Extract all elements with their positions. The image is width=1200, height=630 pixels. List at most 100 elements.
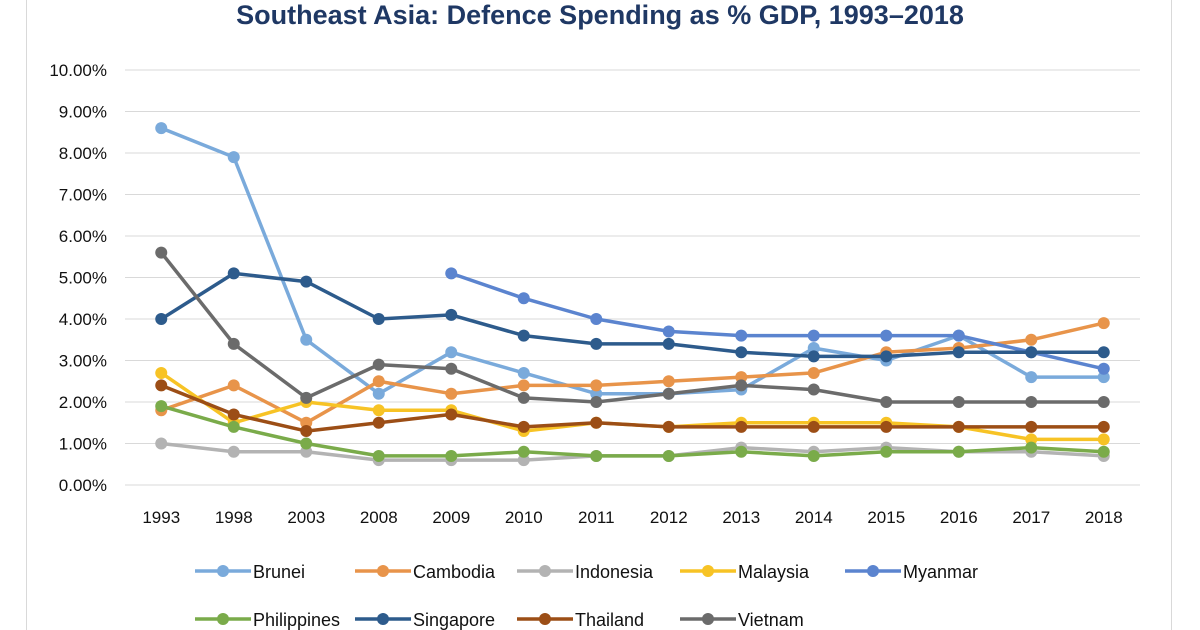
data-point [517,391,530,404]
x-tick-label: 2009 [432,508,470,527]
series-brunei [155,122,1110,400]
data-point [372,449,385,462]
data-point [1097,433,1110,446]
legend-label: Thailand [575,610,644,630]
data-point [590,416,603,429]
y-tick-label: 1.00% [59,435,107,454]
x-tick-label: 2016 [940,508,978,527]
data-point [590,387,603,400]
x-tick-label: 1993 [142,508,180,527]
data-point [517,454,530,467]
data-point [662,387,675,400]
data-point [735,329,748,342]
legend-item: Thailand [517,610,644,630]
y-tick-label: 10.00% [49,61,107,80]
legend-item: Myanmar [845,562,978,582]
x-tick-label: 1998 [215,508,253,527]
data-point [445,449,458,462]
grid-lines [125,69,1140,486]
data-point [300,333,313,346]
series-line [159,271,1106,359]
data-point [227,420,240,433]
data-point [155,122,168,135]
series-vietnam [155,246,1110,408]
data-point [807,383,820,396]
data-point [300,391,313,404]
series-line [449,271,1106,371]
data-point [372,404,385,417]
data-point [1025,333,1038,346]
series-singapore [155,267,1110,363]
legend-label: Myanmar [903,562,978,582]
series-line [159,383,1106,433]
y-axis-tick-labels: 0.00% 1.00% 2.00% 3.00% 4.00% 5.00% 6.00% 7.00%… [49,61,107,495]
y-tick-label: 3.00% [59,352,107,371]
data-point [590,396,603,408]
y-tick-label: 2.00% [59,393,107,412]
legend-marker [702,565,714,577]
data-point [517,445,530,458]
series-line [159,321,1106,425]
data-point [590,379,603,392]
legend-label: Vietnam [738,610,804,630]
legend-item: Indonesia [517,562,654,582]
data-point [880,329,893,342]
data-point [372,416,385,429]
legend-marker [539,565,551,577]
data-point [880,396,893,408]
legend-label: Philippines [253,610,340,630]
legend-marker [539,613,551,625]
data-point [155,366,168,379]
data-point [300,425,313,438]
data-point [952,329,965,342]
data-point [662,337,675,350]
data-point [517,420,530,433]
x-tick-label: 2018 [1085,508,1123,527]
data-point [1097,317,1110,330]
y-tick-label: 6.00% [59,227,107,246]
data-point [735,379,748,392]
x-tick-label: 2003 [287,508,325,527]
data-point [952,396,965,408]
legend: Brunei Cambodia Indonesia Malaysia Myanmar Ph… [195,562,978,630]
data-point [517,379,530,392]
y-tick-label: 0.00% [59,476,107,495]
data-point [1097,346,1110,359]
legend-item: Singapore [355,610,495,630]
y-tick-label: 8.00% [59,144,107,163]
legend-marker [377,565,389,577]
x-tick-label: 2017 [1012,508,1050,527]
data-point [1097,445,1110,458]
x-tick-label: 2010 [505,508,543,527]
data-point [300,437,313,450]
data-point [1097,362,1110,375]
data-point [590,337,603,350]
data-point [227,379,240,392]
data-point [300,275,313,288]
series-line [159,126,1106,396]
y-tick-label: 4.00% [59,310,107,329]
series-myanmar [445,267,1110,375]
series-philippines [155,400,1110,462]
data-point [1025,346,1038,359]
data-point [227,151,240,164]
data-point [807,329,820,342]
legend-marker [702,613,714,625]
data-point [445,346,458,359]
data-point [880,445,893,458]
legend-marker [217,613,229,625]
data-point [155,313,168,325]
series-line [159,404,1106,458]
data-point [1097,396,1110,408]
data-point [807,449,820,462]
data-point [300,416,313,429]
data-point [445,387,458,400]
data-point [807,366,820,379]
data-point [517,329,530,342]
series-cambodia [155,317,1110,429]
data-point [735,371,748,384]
legend-marker [217,565,229,577]
legend-label: Cambodia [413,562,496,582]
series-malaysia [155,366,1110,446]
data-point [1025,441,1038,454]
